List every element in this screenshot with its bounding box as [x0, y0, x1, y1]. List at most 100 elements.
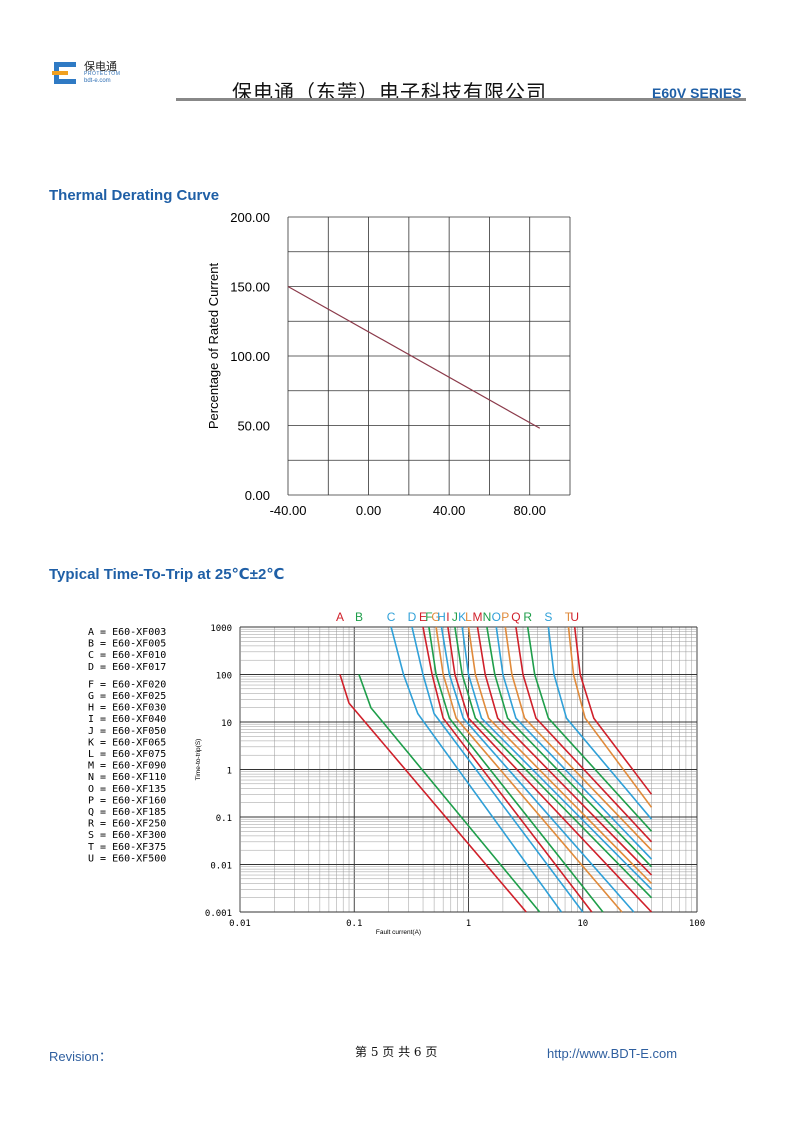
legend-entry: Q = E60-XF185 — [88, 807, 166, 818]
trip-curve-L — [467, 626, 653, 884]
series-label: E60V SERIES — [652, 85, 742, 101]
y-tick-label: 0.01 — [210, 862, 232, 872]
curve-label-H: H — [437, 610, 446, 624]
trip-curve-J — [454, 626, 653, 899]
curve-label-S: S — [544, 610, 552, 624]
trip-curve-Q — [515, 626, 653, 843]
curve-label-L: L — [465, 610, 472, 624]
legend-entry: K = E60-XF065 — [88, 737, 166, 748]
x-tick-label: 10 — [577, 919, 588, 929]
trip-curve-P — [504, 626, 653, 851]
y-tick-label: 100 — [216, 672, 232, 682]
legend-entry: I = E60-XF040 — [88, 714, 166, 725]
y-tick-label: 1 — [227, 767, 232, 777]
curve-label-M: M — [473, 610, 483, 624]
legend-entry: T = E60-XF375 — [88, 842, 166, 853]
trip-curve-S — [547, 626, 653, 820]
curve-label-T: T — [565, 610, 573, 624]
legend-entry: J = E60-XF050 — [88, 726, 166, 737]
y-tick-label: 0.001 — [205, 909, 232, 919]
y-tick-label: 0.00 — [245, 488, 270, 503]
logo-chinese-name: 保电通 — [84, 60, 117, 73]
curve-label-G: G — [431, 610, 440, 624]
footer-revision: Revision： — [49, 1049, 112, 1064]
trip-curve-B — [358, 674, 541, 913]
curve-label-R: R — [523, 610, 532, 624]
curve-label-U: U — [570, 610, 579, 624]
curve-label-B: B — [355, 610, 363, 624]
curve-label-F: F — [425, 610, 432, 624]
curve-label-P: P — [501, 610, 509, 624]
trip-curve-T — [567, 626, 653, 808]
trip-curve-N — [486, 626, 653, 868]
trip-curve-R — [526, 626, 653, 832]
legend-entry: D = E60-XF017 — [88, 662, 166, 673]
curve-label-A: A — [336, 610, 344, 624]
legend-entry: U = E60-XF500 — [88, 853, 166, 864]
y-tick-label: 1000 — [210, 624, 232, 634]
curve-label-C: C — [387, 610, 396, 624]
y-tick-label: 200.00 — [230, 210, 270, 225]
x-tick-label: 100 — [689, 919, 705, 929]
footer-website-link[interactable]: http://www.BDT-E.com — [547, 1046, 678, 1061]
legend-entry: O = E60-XF135 — [88, 784, 166, 795]
trip-curve-C — [390, 626, 563, 913]
x-tick-label: 80.00 — [513, 503, 546, 518]
trip-curve-M — [476, 626, 653, 876]
trip-curve-O — [495, 626, 653, 860]
trip-curve-I — [447, 626, 653, 913]
x-tick-label: 0.1 — [346, 919, 362, 929]
curve-label-J: J — [452, 610, 458, 624]
x-tick-label: 0.00 — [356, 503, 381, 518]
derating-line — [287, 285, 541, 429]
legend-entry: H = E60-XF030 — [88, 703, 166, 714]
curve-label-K: K — [458, 610, 466, 624]
company-logo: 保电通 PROTECTOM bdt-e.com — [52, 56, 162, 96]
legend-entry: F = E60-XF020 — [88, 679, 166, 690]
logo-url: bdt-e.com — [84, 78, 111, 84]
trip-curve-K — [461, 626, 653, 890]
logo-mark-icon — [52, 62, 76, 84]
legend-entry: R = E60-XF250 — [88, 819, 166, 830]
y-axis-label: Percentage of Rated Current — [206, 263, 221, 430]
footer-page-number: 第 5 页 共 6 页 — [355, 1045, 438, 1059]
x-axis-label: Fault current(A) — [376, 929, 421, 936]
legend-entry: A = E60-XF003 — [88, 627, 166, 638]
time-to-trip-section-title: Typical Time-To-Trip at 25℃±2℃ — [49, 566, 285, 583]
curve-label-Q: Q — [511, 610, 520, 624]
y-tick-label: 10 — [221, 719, 232, 729]
trip-curve-A — [339, 674, 527, 913]
legend-entry: G = E60-XF025 — [88, 691, 166, 702]
y-tick-label: 0.1 — [216, 814, 232, 824]
x-tick-label: 0.01 — [229, 919, 251, 929]
y-tick-label: 50.00 — [237, 419, 270, 434]
y-tick-label: 150.00 — [230, 280, 270, 295]
curve-label-E: E — [419, 610, 427, 624]
curve-label-N: N — [483, 610, 492, 624]
trip-curve-E — [422, 626, 593, 913]
curve-label-O: O — [492, 610, 501, 624]
legend-entry: L = E60-XF075 — [88, 749, 166, 760]
curve-label-I: I — [446, 610, 449, 624]
x-tick-label: -40.00 — [270, 503, 307, 518]
legend-entry: N = E60-XF110 — [88, 772, 166, 783]
y-axis-label: Time-to-trip(S) — [195, 739, 202, 781]
legend-entry: B = E60-XF005 — [88, 639, 166, 650]
legend-entry: M = E60-XF090 — [88, 761, 166, 772]
x-tick-label: 1 — [466, 919, 471, 929]
trip-curve-U — [573, 626, 653, 795]
curve-label-D: D — [408, 610, 417, 624]
trip-curve-G — [435, 626, 623, 913]
logo-english-name: PROTECTOM — [84, 71, 121, 77]
trip-curve-D — [411, 626, 584, 913]
trip-curve-H — [440, 626, 635, 913]
legend-entry: P = E60-XF160 — [88, 795, 166, 806]
legend-entry: S = E60-XF300 — [88, 830, 166, 841]
trip-curve-F — [428, 626, 604, 913]
legend-entry: C = E60-XF010 — [88, 650, 166, 661]
x-tick-label: 40.00 — [433, 503, 466, 518]
derating-section-title: Thermal Derating Curve — [49, 187, 220, 204]
header-divider — [176, 98, 746, 101]
